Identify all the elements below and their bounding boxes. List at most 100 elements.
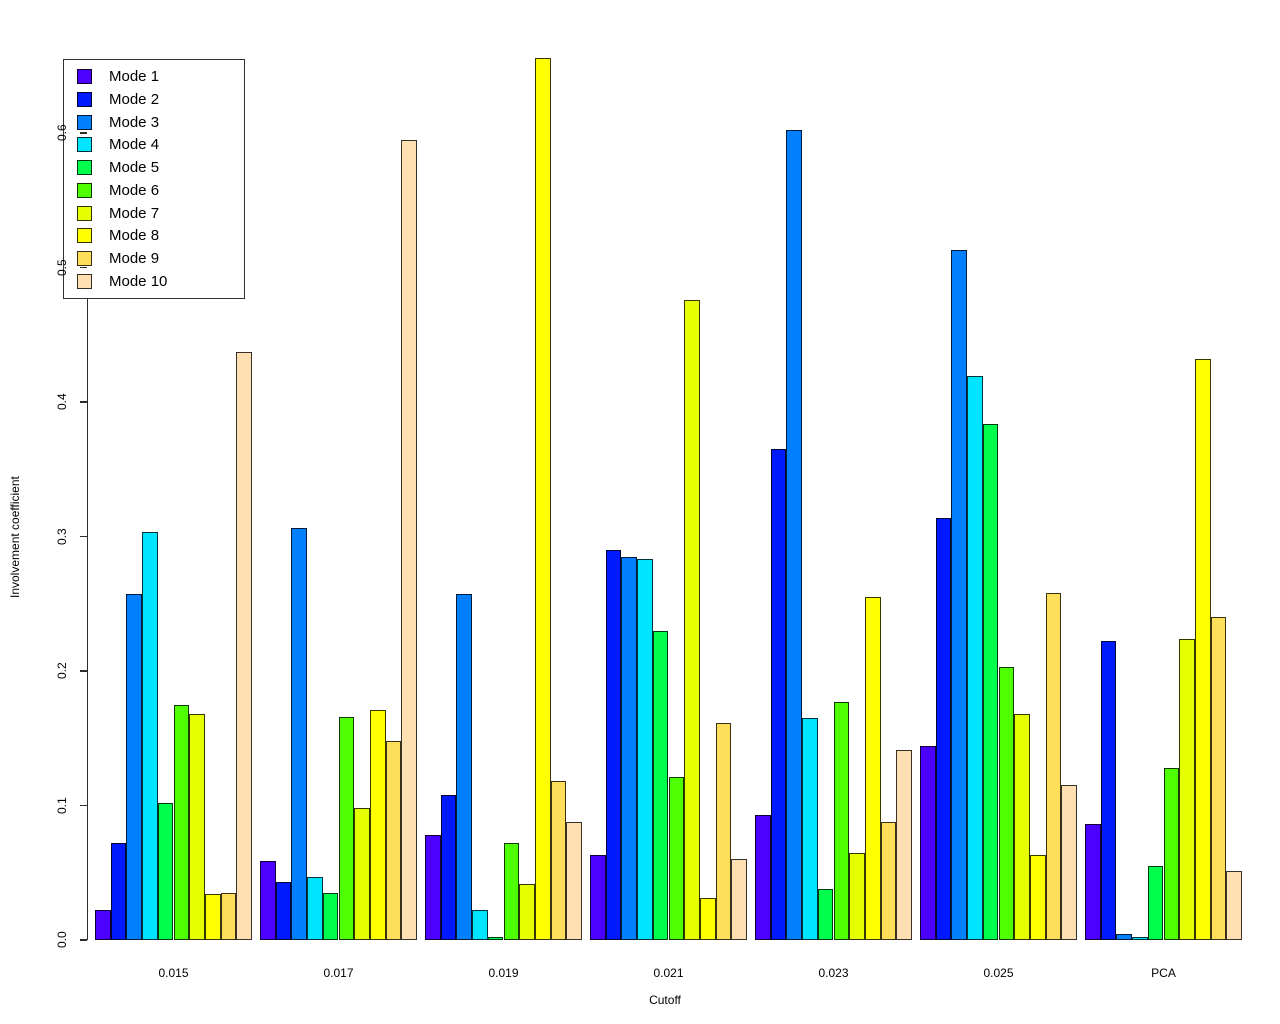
bar (566, 821, 582, 940)
legend-swatch (77, 137, 92, 153)
legend-item: Mode 2 (64, 89, 244, 109)
x-tick-label: 0.019 (488, 966, 519, 980)
legend-swatch (77, 228, 92, 244)
y-axis-title: Involvement coefficient (8, 475, 22, 598)
bar (472, 910, 488, 940)
bar (275, 882, 292, 940)
bar (1226, 871, 1242, 940)
x-tick-label: PCA (1151, 966, 1176, 980)
bar (1014, 714, 1030, 940)
bar (935, 517, 952, 940)
bar (802, 718, 818, 940)
bar (519, 883, 535, 940)
bar (1147, 866, 1164, 940)
bar (534, 57, 551, 940)
legend-item: Mode 3 (64, 112, 244, 132)
bar (204, 894, 221, 940)
bar (668, 777, 685, 940)
bar (605, 549, 622, 940)
x-axis-title: Cutoff (649, 993, 681, 1007)
x-tick-label: 0.023 (818, 966, 849, 980)
legend-item: Mode 4 (64, 135, 244, 155)
legend-swatch (77, 160, 92, 176)
bar (1100, 641, 1117, 940)
bar (1029, 855, 1046, 940)
bar (440, 794, 457, 940)
bar (715, 723, 732, 940)
bar (142, 532, 158, 940)
legend-label: Mode 4 (109, 136, 160, 154)
x-tick-label: 0.017 (323, 966, 354, 980)
bar (503, 843, 520, 940)
legend-item: Mode 9 (64, 248, 244, 268)
bar (817, 888, 834, 940)
bar (425, 835, 441, 940)
y-tick-label: 0.1 (55, 797, 69, 814)
bar (1210, 617, 1227, 940)
bar (920, 746, 936, 940)
bar (189, 714, 205, 940)
bar (1061, 785, 1077, 940)
bar (354, 808, 370, 940)
bar (220, 892, 237, 940)
legend-item: Mode 1 (64, 67, 244, 87)
bar (1194, 358, 1211, 940)
legend-swatch (77, 182, 92, 198)
bar (236, 352, 252, 940)
bar (621, 556, 638, 940)
bar (1132, 937, 1148, 940)
y-tick-label: 0.0 (55, 931, 69, 949)
bar (896, 750, 912, 940)
y-tick-mark (80, 670, 87, 672)
legend-swatch (77, 114, 92, 130)
legend-swatch (77, 205, 92, 221)
bar (684, 299, 700, 940)
legend-label: Mode 7 (109, 204, 160, 222)
bar (1179, 638, 1195, 940)
bar (126, 594, 143, 940)
legend-swatch (77, 69, 92, 85)
x-tick-label: 0.021 (653, 966, 684, 980)
legend-label: Mode 2 (109, 90, 160, 108)
y-tick-mark (80, 132, 87, 134)
bar (731, 859, 747, 940)
bar (833, 701, 850, 940)
legend-item: Mode 7 (64, 203, 244, 223)
legend-label: Mode 10 (109, 272, 168, 290)
bar (1085, 824, 1101, 940)
bar (1163, 767, 1180, 940)
bar (157, 802, 174, 940)
bar (456, 594, 473, 940)
legend-item: Mode 6 (64, 180, 244, 200)
bar (864, 597, 881, 940)
legend-label: Mode 1 (109, 68, 160, 86)
bar (291, 528, 308, 940)
bar (880, 821, 897, 940)
legend: Mode 1 Mode 2 Mode 3 Mode 4 Mode 5 Mode 6 Mode… (63, 59, 245, 299)
bar (385, 740, 402, 940)
bar (401, 139, 417, 940)
bar (786, 130, 803, 940)
x-tick-label: 0.015 (158, 966, 189, 980)
legend-label: Mode 3 (109, 113, 160, 131)
y-tick-mark (80, 266, 87, 269)
bar (849, 852, 865, 940)
bar (637, 559, 653, 940)
legend-item: Mode 10 (64, 271, 244, 291)
bar (260, 860, 276, 940)
x-tick-label: 0.025 (983, 966, 1014, 980)
legend-swatch (77, 273, 92, 289)
y-tick-label: 0.4 (55, 393, 69, 411)
bar (369, 710, 386, 940)
bar (550, 781, 567, 940)
bar (951, 250, 968, 940)
bar (770, 449, 787, 940)
bar (95, 910, 111, 940)
bar (699, 898, 716, 940)
bar (487, 937, 504, 940)
legend-label: Mode 9 (109, 249, 160, 267)
y-tick-mark (80, 804, 87, 807)
bar (590, 855, 606, 940)
legend-swatch (77, 250, 92, 266)
